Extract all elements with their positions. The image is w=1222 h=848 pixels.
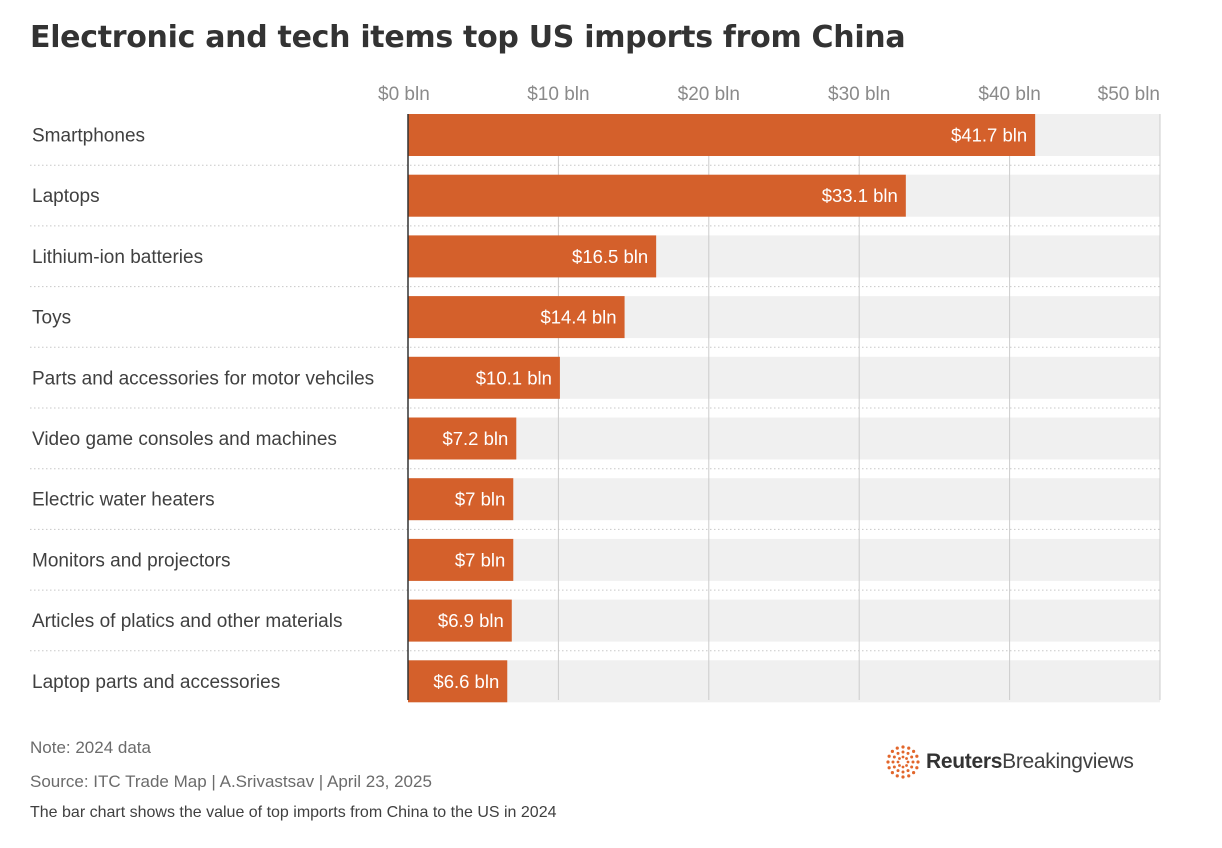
bar-chart: $41.7 bln Smartphones $33.1 bln Laptops $16.… bbox=[30, 84, 1161, 703]
logo-dot bbox=[912, 771, 916, 775]
logo-dot bbox=[892, 765, 896, 769]
logo-dot bbox=[901, 770, 905, 774]
logo-dot bbox=[915, 754, 919, 758]
logo-dot bbox=[915, 766, 919, 770]
bar bbox=[408, 538, 514, 581]
bar bbox=[408, 174, 906, 217]
value-label: $7 bln bbox=[455, 489, 505, 510]
logo-product: Breakingviews bbox=[1002, 750, 1134, 773]
logo-brand: Reuters bbox=[926, 750, 1003, 773]
logo-text: ReutersBreakingviews bbox=[926, 750, 1134, 774]
category-label: Monitors and projectors bbox=[32, 550, 231, 571]
value-label: $6.9 bln bbox=[438, 610, 504, 631]
logo-dot bbox=[905, 764, 908, 767]
logo-dot bbox=[901, 775, 905, 779]
category-label: Smartphones bbox=[32, 126, 145, 147]
logo-dot bbox=[896, 751, 900, 755]
category-label: Laptop parts and accessories bbox=[32, 672, 280, 693]
logo-dot bbox=[901, 765, 905, 769]
category-label: Lithium-ion batteries bbox=[32, 247, 203, 268]
x-tick-label: $50 bln bbox=[1098, 84, 1160, 105]
x-tick-label: $20 bln bbox=[678, 84, 740, 105]
reuters-breakingviews-logo: ReutersBreakingviews bbox=[886, 745, 1134, 779]
chart-title: Electronic and tech items top US imports… bbox=[30, 20, 906, 55]
value-label: $33.1 bln bbox=[822, 185, 898, 206]
logo-dot bbox=[911, 760, 915, 764]
bar bbox=[408, 356, 560, 399]
logo-dot bbox=[906, 769, 910, 773]
category-label: Articles of platics and other materials bbox=[32, 611, 342, 632]
category-label: Video game consoles and machines bbox=[32, 429, 337, 450]
bar bbox=[408, 296, 625, 339]
x-tick-label: $30 bln bbox=[828, 84, 890, 105]
bar bbox=[408, 417, 517, 460]
logo-dot bbox=[907, 774, 911, 778]
logo-dot bbox=[901, 750, 905, 754]
value-label: $7 bln bbox=[455, 549, 505, 570]
chart-description: The bar chart shows the value of top imp… bbox=[30, 804, 557, 821]
logo-dot bbox=[895, 774, 899, 778]
logo-dot bbox=[886, 760, 890, 764]
bar bbox=[408, 235, 657, 278]
value-label: $14.4 bln bbox=[540, 307, 616, 328]
bar-track bbox=[408, 478, 1160, 521]
logo-dot bbox=[895, 746, 899, 750]
logo-dot bbox=[887, 754, 891, 758]
logo-dot bbox=[910, 765, 914, 769]
bar bbox=[408, 599, 512, 642]
bar-track bbox=[408, 660, 1160, 703]
logo-dot bbox=[890, 771, 894, 775]
category-label: Toys bbox=[32, 308, 71, 329]
note-text: Note: 2024 data bbox=[30, 738, 151, 757]
logo-dot bbox=[906, 760, 910, 764]
value-label: $10.1 bln bbox=[476, 367, 552, 388]
bar bbox=[408, 114, 1036, 156]
category-label: Electric water heaters bbox=[32, 490, 215, 511]
logo-dot bbox=[916, 760, 920, 764]
value-label: $16.5 bln bbox=[572, 246, 648, 267]
bar-track bbox=[408, 417, 1160, 460]
logo-dot bbox=[898, 757, 901, 760]
logo-dot bbox=[905, 757, 908, 760]
bar bbox=[408, 660, 508, 703]
logo-dot bbox=[901, 745, 905, 749]
category-label: Laptops bbox=[32, 186, 100, 207]
logo-dot bbox=[910, 755, 914, 759]
bar-track bbox=[408, 599, 1160, 642]
value-label: $41.7 bln bbox=[951, 125, 1027, 146]
reuters-dot-ring-icon bbox=[886, 745, 920, 779]
logo-dot bbox=[898, 764, 901, 767]
logo-dot bbox=[896, 760, 900, 764]
logo-dot bbox=[896, 769, 900, 773]
x-tick-label: $10 bln bbox=[527, 84, 589, 105]
logo-dot bbox=[887, 766, 891, 770]
bar-track bbox=[408, 538, 1160, 581]
category-label: Parts and accessories for motor vehciles bbox=[32, 368, 374, 389]
logo-dot bbox=[890, 749, 894, 753]
value-label: $6.6 bln bbox=[433, 671, 499, 692]
logo-dot bbox=[906, 751, 910, 755]
logo-dot bbox=[907, 746, 911, 750]
bar bbox=[408, 478, 514, 521]
source-text: Source: ITC Trade Map | A.Srivastsav | A… bbox=[30, 772, 432, 791]
logo-dot bbox=[901, 755, 905, 759]
x-tick-label: $40 bln bbox=[978, 84, 1040, 105]
x-tick-label: $0 bln bbox=[378, 84, 430, 105]
logo-dot bbox=[891, 760, 895, 764]
logo-dot bbox=[912, 749, 916, 753]
logo-dot bbox=[892, 755, 896, 759]
value-label: $7.2 bln bbox=[442, 428, 508, 449]
